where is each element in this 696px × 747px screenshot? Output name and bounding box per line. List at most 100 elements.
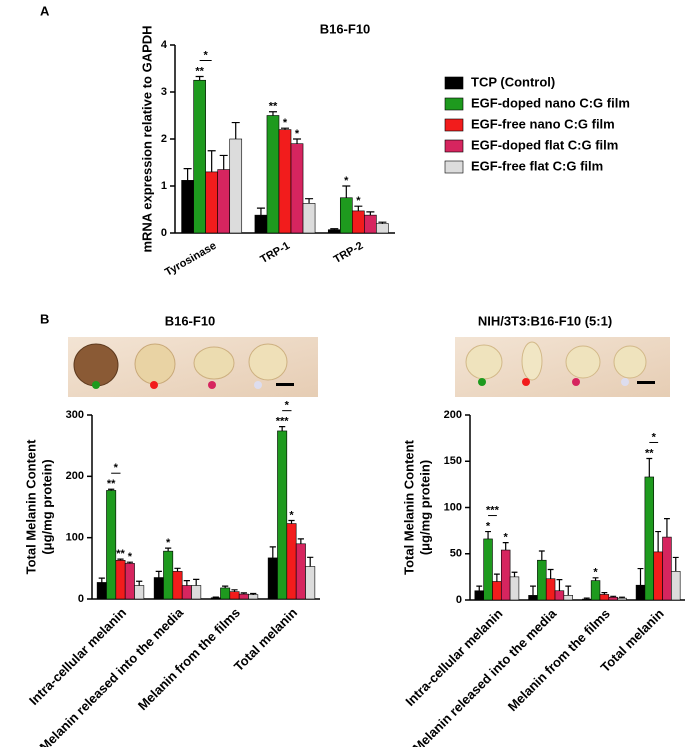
significance: * [652, 431, 657, 443]
error-bar [619, 596, 625, 599]
bar [563, 595, 573, 601]
legend-label: TCP (Control) [471, 74, 555, 89]
significance: ** [645, 447, 654, 459]
y-tick-label: 1 [161, 180, 167, 192]
error-bar [231, 589, 238, 592]
error-bar [655, 530, 662, 552]
bar [134, 585, 145, 600]
legend-label: EGF-free flat C:G film [471, 158, 603, 173]
bar [266, 115, 280, 234]
error-bar [538, 550, 545, 561]
x-tick-label: Intra-cellular melanin [26, 605, 129, 708]
bar [295, 543, 306, 600]
y-tick-label: 150 [444, 455, 462, 467]
y-tick-label: 200 [444, 409, 462, 421]
bar [653, 551, 663, 601]
y-tick-label: 0 [78, 593, 84, 605]
bar [545, 578, 556, 601]
bar [124, 563, 135, 600]
error-bar [366, 211, 375, 216]
bar [210, 597, 221, 600]
legend-swatch [444, 118, 464, 132]
y-axis-label: (μg/mg protein) [417, 460, 432, 555]
error-bar [601, 592, 608, 595]
significance: * [486, 520, 491, 532]
bar [617, 597, 627, 601]
bar [500, 549, 511, 601]
y-tick-label: 300 [66, 409, 84, 421]
error-bar [476, 585, 483, 591]
chart-title: B16-F10 [165, 313, 216, 328]
bar [599, 594, 610, 601]
x-tick-label: Intra-cellular melanin [402, 606, 505, 709]
x-tick-label: Tyrosinase [163, 240, 219, 279]
bar [229, 591, 240, 600]
significance: *** [276, 416, 290, 428]
error-bar [212, 596, 219, 598]
error-bar [268, 111, 277, 116]
error-bar [183, 580, 190, 586]
error-bar [117, 558, 124, 561]
x-tick-label: TRP-1 [258, 240, 292, 266]
error-bar [342, 185, 351, 198]
significance: * [295, 128, 300, 140]
bar [509, 576, 520, 601]
error-bar [637, 567, 644, 586]
bar [163, 550, 174, 600]
bar [115, 560, 126, 600]
error-bar [193, 578, 200, 586]
error-bar [664, 518, 670, 538]
bar [172, 571, 183, 600]
panel-label: A [40, 3, 50, 18]
error-bar [195, 75, 204, 81]
error-bar [256, 207, 265, 216]
y-tick-label: 3 [161, 86, 167, 98]
error-bar [126, 561, 133, 564]
bar [327, 229, 341, 234]
significance: * [285, 400, 290, 412]
bar [191, 585, 202, 600]
significance: ** [107, 478, 116, 490]
error-bar [646, 457, 653, 477]
error-bar [583, 597, 590, 600]
legend-label: EGF-doped flat C:G film [471, 137, 618, 152]
bar [229, 138, 243, 234]
y-tick-label: 4 [161, 39, 168, 51]
error-bar [155, 570, 162, 578]
error-bar [592, 577, 599, 581]
bar [153, 577, 164, 600]
significance: * [166, 537, 171, 549]
bar [376, 223, 389, 234]
bar [181, 180, 194, 234]
significance: * [204, 49, 209, 61]
bar [352, 210, 365, 234]
significance: ** [269, 101, 278, 113]
error-bar [219, 154, 228, 170]
legend-swatch [444, 160, 464, 174]
error-bar [207, 150, 216, 172]
error-bar [98, 577, 105, 583]
error-bar [511, 571, 518, 577]
y-tick-label: 200 [66, 470, 84, 482]
error-bar [485, 530, 491, 539]
legend-swatch [444, 97, 464, 111]
significance: * [504, 532, 509, 544]
bar [635, 584, 646, 601]
error-bar [672, 556, 679, 572]
bar [554, 590, 565, 601]
y-tick-label: 100 [444, 501, 462, 513]
bar [474, 590, 484, 601]
y-tick-label: 0 [456, 594, 462, 606]
error-bar [279, 426, 286, 431]
y-tick-label: 100 [66, 532, 84, 544]
significance: *** [486, 504, 500, 516]
bar [608, 596, 618, 601]
bar [181, 585, 192, 600]
error-bar [305, 198, 314, 204]
error-bar [493, 573, 500, 582]
error-bar [307, 556, 314, 567]
y-tick-label: 2 [161, 133, 167, 145]
bar [217, 169, 231, 234]
legend-swatch [444, 139, 464, 153]
bar [528, 595, 538, 601]
